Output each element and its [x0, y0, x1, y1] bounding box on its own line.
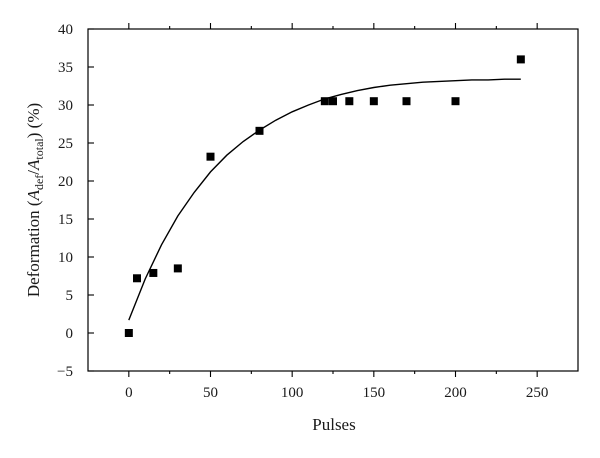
- data-point: [149, 268, 158, 277]
- y-tick-label: 5: [66, 288, 74, 304]
- data-point: [329, 97, 337, 106]
- x-tick-label: 0: [125, 385, 133, 401]
- data-point: [451, 97, 460, 106]
- data-point: [516, 55, 525, 64]
- plot-frame: [87, 28, 579, 372]
- y-tick-labels: −5 0 5 10 15 20 25 30 35 40: [57, 22, 73, 380]
- data-point: [369, 97, 378, 106]
- data-point: [133, 274, 141, 283]
- data-point: [255, 126, 264, 135]
- y-tick-label: 15: [58, 212, 73, 228]
- fit-curve: [128, 78, 521, 321]
- x-tick-labels: 0 50 100 150 200 250: [125, 385, 548, 401]
- data-point: [173, 264, 182, 273]
- data-point: [124, 329, 133, 337]
- y-tick-label: 0: [66, 326, 74, 342]
- data-point: [320, 97, 329, 106]
- x-tick-label: 200: [444, 385, 467, 401]
- y-tick-label: 20: [58, 174, 73, 190]
- x-tick-label: 100: [281, 385, 304, 401]
- y-tick-label: 30: [58, 98, 73, 114]
- axis-ticks: [88, 23, 538, 377]
- data-point: [345, 97, 354, 106]
- x-tick-label: 250: [526, 385, 549, 401]
- x-tick-label: 50: [203, 385, 218, 401]
- data-point: [402, 97, 411, 106]
- y-tick-label: −5: [57, 364, 73, 380]
- y-tick-label: 35: [58, 60, 73, 76]
- y-tick-label: 10: [58, 250, 73, 266]
- x-axis-title: Pulses: [312, 415, 355, 434]
- data-point: [206, 152, 215, 161]
- data-points: [124, 55, 525, 337]
- y-axis-title: Deformation (Adef/Atotal) (%): [24, 103, 46, 297]
- x-tick-label: 150: [363, 385, 386, 401]
- y-tick-label: 25: [58, 136, 73, 152]
- y-tick-label: 40: [58, 22, 73, 38]
